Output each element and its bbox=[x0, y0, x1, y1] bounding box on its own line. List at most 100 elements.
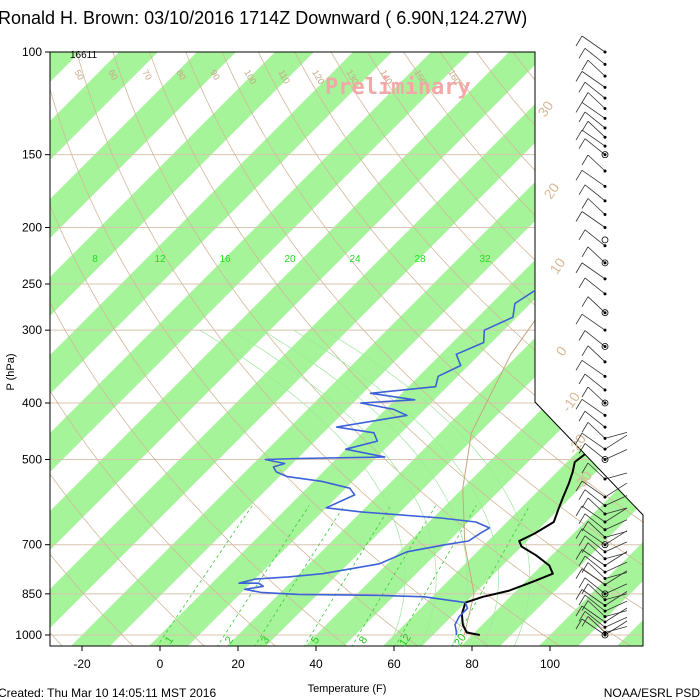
wind-barb bbox=[578, 489, 628, 508]
footer-source: NOAA/ESRL PSD bbox=[604, 686, 700, 700]
wind-barb bbox=[575, 129, 607, 148]
mixing-ratio-bottom-label: 1 bbox=[163, 634, 176, 646]
dry-adiabat bbox=[658, 52, 700, 647]
mixing-ratio-bottom-label: 8 bbox=[357, 634, 370, 646]
wind-barb bbox=[575, 170, 607, 188]
mixing-ratio-line bbox=[394, 505, 477, 646]
wind-barb bbox=[578, 229, 607, 248]
dry-adiabat bbox=[330, 52, 643, 646]
x-tick-label: 20 bbox=[231, 657, 245, 671]
isotherm-label: 50 bbox=[72, 68, 86, 82]
dry-adiabat-label: 30 bbox=[534, 98, 556, 120]
dry-adiabat-label: 10 bbox=[546, 255, 568, 277]
dry-adiabat bbox=[50, 52, 135, 646]
calm-wind-symbol bbox=[601, 259, 609, 267]
wind-barb bbox=[578, 610, 628, 629]
wind-barb bbox=[578, 443, 628, 461]
mixing-ratio-line bbox=[451, 505, 530, 646]
x-axis-label: Temperature (F) bbox=[308, 683, 387, 695]
wind-barb bbox=[581, 246, 607, 265]
dry-adiabat bbox=[50, 52, 491, 646]
calm-wind-symbol bbox=[601, 151, 609, 159]
y-tick-label: 850 bbox=[22, 587, 42, 601]
y-tick-label: 150 bbox=[22, 148, 42, 162]
wind-barb bbox=[581, 296, 607, 315]
calm-wind-symbol bbox=[601, 343, 609, 350]
dry-adiabat-label: -10 bbox=[558, 389, 583, 415]
wind-barb bbox=[575, 549, 628, 568]
y-tick-label: 300 bbox=[22, 323, 42, 337]
wind-barb bbox=[581, 154, 607, 173]
wind-barb bbox=[578, 373, 607, 392]
chart-title: Ronald H. Brown: 03/10/2016 1714Z Downwa… bbox=[0, 8, 527, 28]
y-axis-label: P (hPa) bbox=[5, 353, 17, 390]
preliminary-watermark: Preliminary bbox=[325, 75, 471, 100]
temperature-band bbox=[0, 25, 29, 659]
dry-adiabat-label: 20 bbox=[540, 180, 562, 202]
wind-barb bbox=[575, 399, 607, 417]
calm-wind-symbol bbox=[601, 309, 609, 317]
mixing-ratio-bottom-label: 12 bbox=[397, 632, 414, 649]
footer-created: Created: Thu Mar 10 14:05:11 MST 2016 bbox=[0, 686, 216, 700]
isotherm-label: 70 bbox=[140, 68, 154, 82]
temperature-band bbox=[369, 52, 643, 646]
mixing-ratio-bottom-label: 5 bbox=[309, 634, 322, 646]
wind-barb-column bbox=[575, 35, 628, 639]
parcel-trace bbox=[462, 273, 569, 636]
isotherm-label: 90 bbox=[208, 68, 222, 82]
mixing-ratio-bottom-label: 20 bbox=[452, 632, 469, 649]
temperature-band bbox=[50, 52, 341, 646]
mixing-ratio-lines bbox=[155, 505, 530, 646]
wind-barb bbox=[581, 120, 607, 139]
calm-wind-symbol bbox=[601, 541, 609, 549]
dry-adiabat bbox=[258, 52, 643, 646]
temperature-band bbox=[603, 52, 643, 646]
dry-adiabat bbox=[221, 52, 643, 646]
wind-barb bbox=[578, 513, 628, 532]
wind-barb bbox=[581, 583, 628, 602]
mixing-ratio-bottom-label: 3 bbox=[259, 634, 272, 646]
wind-barb bbox=[575, 589, 628, 607]
mixing-ratio-line bbox=[155, 505, 253, 646]
dry-adiabat bbox=[694, 52, 700, 647]
dry-adiabat bbox=[185, 52, 643, 646]
mixing-ratio-label: 8 bbox=[92, 254, 98, 265]
wind-barb bbox=[581, 345, 607, 364]
y-tick-label: 1000 bbox=[15, 628, 42, 642]
y-tick-label: 100 bbox=[22, 45, 42, 59]
mixing-ratio-label: 32 bbox=[479, 254, 491, 265]
x-tick-label: 40 bbox=[309, 657, 323, 671]
calm-wind-symbol bbox=[601, 631, 609, 639]
dry-adiabat bbox=[112, 52, 634, 646]
wind-barb bbox=[581, 92, 607, 110]
wind-barb bbox=[575, 505, 628, 524]
calm-wind-symbol bbox=[601, 590, 609, 598]
wind-barb bbox=[581, 497, 628, 516]
wind-barb bbox=[575, 102, 607, 120]
temperature-band bbox=[50, 52, 263, 646]
dry-adiabat bbox=[149, 52, 643, 646]
wind-barb bbox=[578, 184, 607, 203]
dry-adiabat bbox=[50, 52, 207, 646]
temperature-band bbox=[50, 52, 643, 646]
x-tick-label: 100 bbox=[540, 657, 560, 671]
mixing-ratio-line bbox=[216, 505, 310, 646]
wind-barb bbox=[578, 81, 607, 100]
wind-barb bbox=[581, 59, 607, 78]
wind-barb bbox=[575, 211, 607, 230]
mixing-ratio-label: 12 bbox=[154, 254, 166, 265]
mixing-ratio-label: 24 bbox=[349, 254, 361, 265]
wind-barb bbox=[581, 198, 607, 217]
x-tick-label: 80 bbox=[465, 657, 479, 671]
calm-wind-symbol bbox=[601, 456, 609, 463]
wind-barb bbox=[575, 432, 628, 451]
x-tick-label: 0 bbox=[157, 657, 164, 671]
wind-barb bbox=[578, 138, 607, 157]
calm-wind-symbol bbox=[601, 399, 609, 407]
mixing-ratio-label: 20 bbox=[284, 254, 296, 265]
isotherm-label: 60 bbox=[106, 68, 120, 82]
wind-barb bbox=[575, 359, 607, 378]
y-tick-label: 400 bbox=[22, 396, 42, 410]
wind-barb bbox=[575, 605, 628, 624]
temperature-band bbox=[50, 52, 419, 646]
